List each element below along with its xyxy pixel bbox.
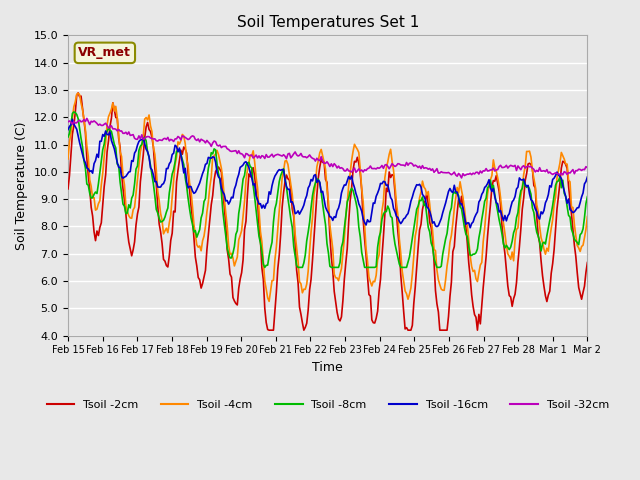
Legend: Tsoil -2cm, Tsoil -4cm, Tsoil -8cm, Tsoil -16cm, Tsoil -32cm: Tsoil -2cm, Tsoil -4cm, Tsoil -8cm, Tsoi… (42, 395, 613, 414)
Text: VR_met: VR_met (79, 47, 131, 60)
Y-axis label: Soil Temperature (C): Soil Temperature (C) (15, 121, 28, 250)
Title: Soil Temperatures Set 1: Soil Temperatures Set 1 (237, 15, 419, 30)
X-axis label: Time: Time (312, 361, 343, 374)
